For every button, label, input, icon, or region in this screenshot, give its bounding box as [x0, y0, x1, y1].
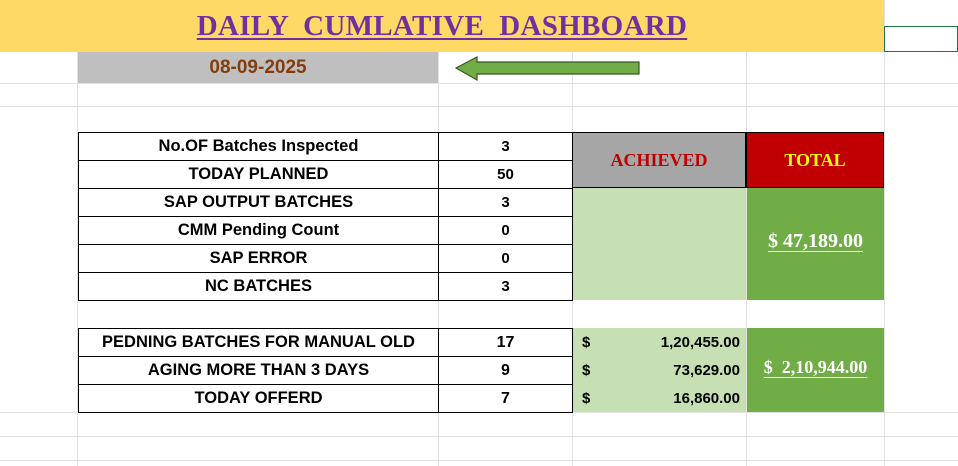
row-count[interactable]: 7 — [438, 384, 573, 413]
dashboard-title: DAILY CUMLATIVE DASHBOARD — [196, 10, 688, 42]
section1-amounts-bg — [573, 188, 746, 300]
grid-row-line — [0, 83, 958, 84]
row-amount[interactable]: 1,20,455.00 — [660, 334, 740, 351]
row-count[interactable]: 3 — [438, 132, 573, 161]
row-amount[interactable]: 16,860.00 — [673, 390, 740, 407]
row-label[interactable]: PEDNING BATCHES FOR MANUAL OLD — [78, 328, 439, 357]
row-label[interactable]: SAP ERROR — [78, 244, 439, 273]
row-label[interactable]: SAP OUTPUT BATCHES — [78, 188, 439, 217]
title-band — [0, 0, 884, 52]
currency-symbol: $ — [582, 334, 591, 351]
section2-total-bg — [747, 328, 884, 412]
grid-col-line — [746, 0, 747, 466]
section2-amounts-bg — [573, 328, 746, 412]
row-label[interactable]: No.OF Batches Inspected — [78, 132, 439, 161]
section1-total-value[interactable]: $ 47,189.00 — [768, 230, 863, 252]
achieved-header[interactable]: ACHIEVED — [572, 132, 746, 188]
date-cell-bg — [78, 52, 438, 83]
row-count[interactable]: 17 — [438, 328, 573, 357]
section2-total-value[interactable]: $ 2,10,944.00 — [763, 357, 868, 377]
total-header[interactable]: TOTAL — [746, 132, 884, 188]
selected-cell[interactable] — [884, 26, 958, 52]
grid-col-line — [77, 0, 78, 466]
grid-row-line — [0, 106, 958, 107]
row-count[interactable]: 0 — [438, 216, 573, 245]
currency-symbol: $ — [582, 390, 591, 407]
grid-col-line — [884, 0, 885, 466]
row-label[interactable]: NC BATCHES — [78, 272, 439, 301]
row-count[interactable]: 3 — [438, 272, 573, 301]
currency-symbol: $ — [582, 362, 591, 379]
grid-row-line — [0, 436, 958, 437]
row-label[interactable]: AGING MORE THAN 3 DAYS — [78, 356, 439, 385]
row-amount[interactable]: 73,629.00 — [673, 362, 740, 379]
grid-row-line — [0, 460, 958, 461]
left-arrow-icon — [455, 56, 640, 82]
row-count[interactable]: 0 — [438, 244, 573, 273]
row-count[interactable]: 3 — [438, 188, 573, 217]
row-count[interactable]: 50 — [438, 160, 573, 189]
section1-total-bg — [747, 188, 884, 300]
report-date[interactable]: 08-09-2025 — [209, 57, 307, 78]
row-label[interactable]: TODAY PLANNED — [78, 160, 439, 189]
row-label[interactable]: TODAY OFFERD — [78, 384, 439, 413]
row-label[interactable]: CMM Pending Count — [78, 216, 439, 245]
row-count[interactable]: 9 — [438, 356, 573, 385]
